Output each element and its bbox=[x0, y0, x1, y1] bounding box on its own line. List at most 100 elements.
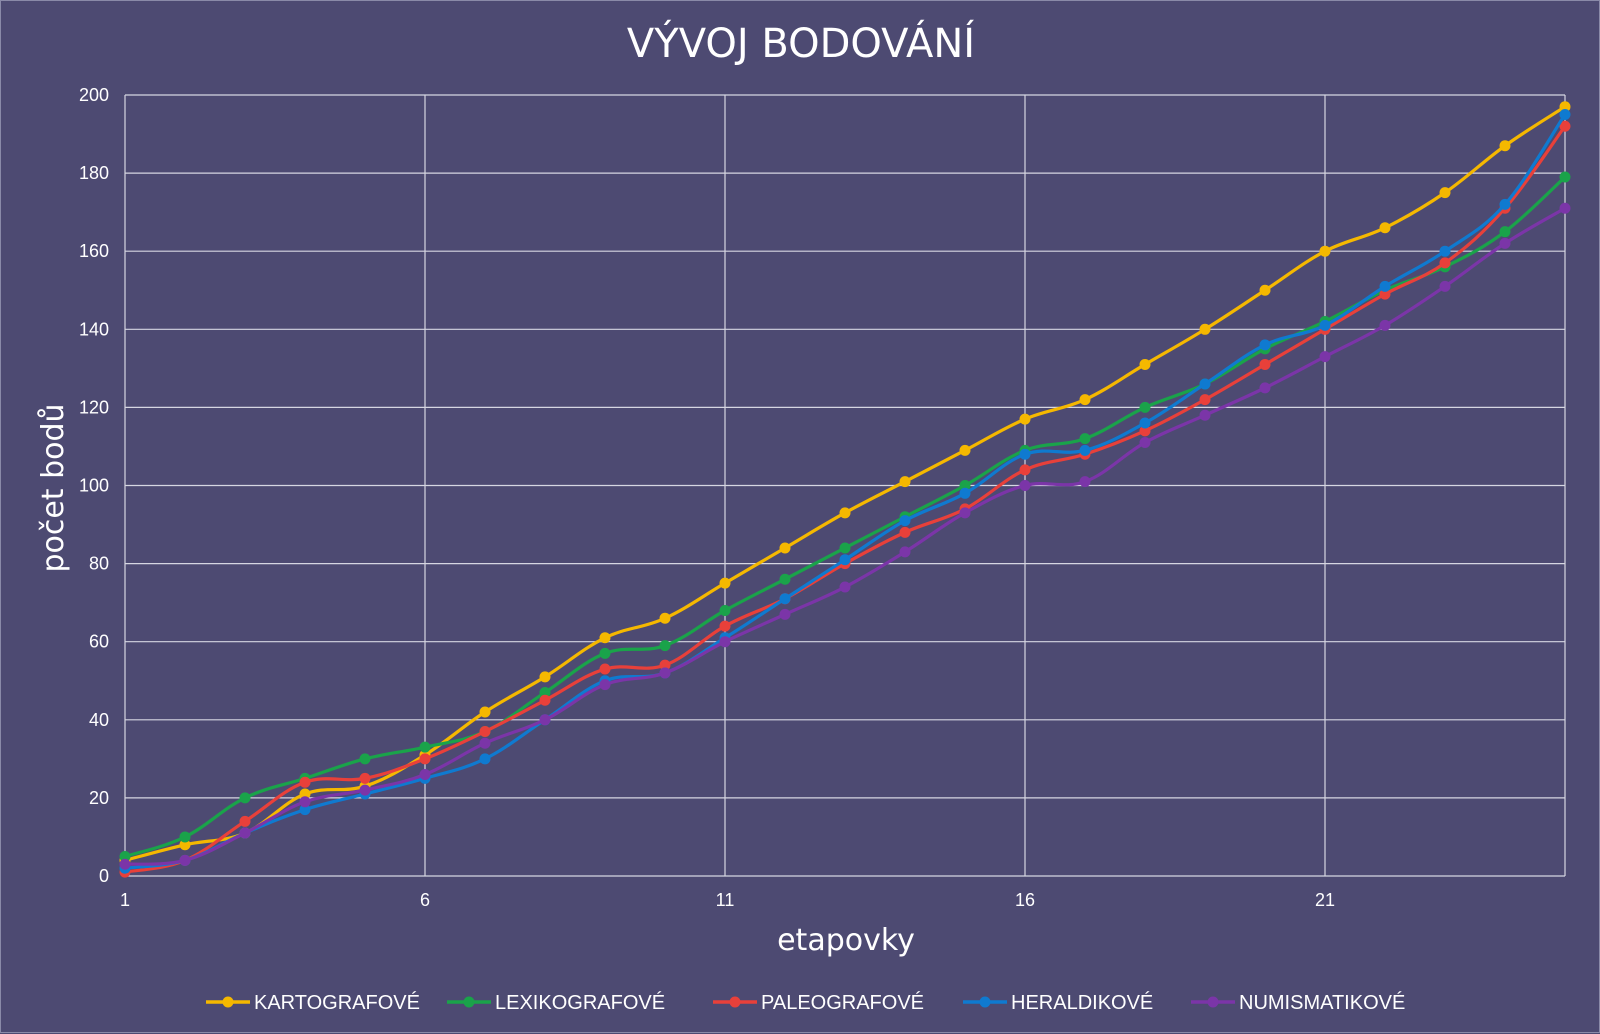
data-point-2-10 bbox=[719, 620, 731, 632]
legend-label-2: PALEOGRAFOVÉ bbox=[761, 991, 924, 1014]
legend-item-1: LEXIKOGRAFOVÉ bbox=[447, 991, 665, 1014]
series-line-2 bbox=[124, 125, 1567, 874]
data-point-1-14 bbox=[959, 480, 971, 491]
y-tick-label-8: 160 bbox=[79, 241, 109, 261]
data-point-4-14 bbox=[959, 507, 971, 519]
data-point-0-6 bbox=[479, 706, 491, 718]
legend-marker-4 bbox=[1207, 996, 1219, 1008]
data-point-3-6 bbox=[479, 753, 491, 765]
y-tick-label-3: 60 bbox=[89, 632, 109, 652]
y-tick-label-10: 200 bbox=[79, 85, 109, 105]
data-point-3-12 bbox=[839, 554, 851, 566]
legend: KARTOGRAFOVÉ LEXIKOGRAFOVÉ PALEOGRAFOVÉ HER… bbox=[206, 991, 1405, 1014]
data-point-4-23 bbox=[1499, 237, 1511, 249]
data-point-2-15 bbox=[1019, 464, 1031, 476]
data-point-1-10 bbox=[719, 604, 731, 616]
data-point-0-9 bbox=[659, 612, 671, 624]
data-point-1-12 bbox=[839, 542, 851, 554]
data-point-4-16 bbox=[1079, 476, 1091, 488]
data-point-2-18 bbox=[1199, 394, 1211, 406]
data-point-0-21 bbox=[1379, 222, 1391, 234]
data-point-1-16 bbox=[1079, 433, 1091, 445]
legend-marker-0 bbox=[222, 996, 234, 1008]
data-point-4-17 bbox=[1139, 437, 1151, 449]
data-point-2-7 bbox=[539, 694, 551, 706]
data-point-0-16 bbox=[1079, 394, 1091, 406]
data-point-4-3 bbox=[299, 796, 311, 808]
data-point-4-2 bbox=[239, 827, 251, 839]
data-point-0-3 bbox=[299, 788, 311, 800]
data-point-2-3 bbox=[299, 776, 311, 788]
data-point-2-19 bbox=[1259, 358, 1271, 370]
data-point-2-24 bbox=[1559, 120, 1571, 132]
data-point-1-1 bbox=[179, 831, 191, 843]
x-tick-label-1: 6 bbox=[420, 890, 430, 910]
data-point-0-24 bbox=[1559, 101, 1571, 113]
x-tick-label-0: 1 bbox=[120, 890, 130, 910]
data-point-0-7 bbox=[539, 671, 551, 683]
data-point-2-4 bbox=[359, 772, 371, 784]
data-point-4-18 bbox=[1199, 409, 1211, 421]
data-point-3-21 bbox=[1379, 280, 1391, 292]
data-point-4-12 bbox=[839, 581, 851, 593]
data-point-1-11 bbox=[779, 573, 791, 585]
legend-item-0: KARTOGRAFOVÉ bbox=[206, 991, 420, 1014]
data-point-1-24 bbox=[1559, 171, 1571, 183]
data-point-2-5 bbox=[419, 753, 431, 765]
data-point-2-8 bbox=[599, 663, 611, 675]
data-point-3-17 bbox=[1139, 417, 1151, 429]
data-point-4-6 bbox=[479, 737, 491, 749]
data-point-4-1 bbox=[179, 854, 191, 866]
data-point-0-10 bbox=[719, 577, 731, 589]
data-point-1-9 bbox=[659, 640, 671, 652]
y-tick-label-7: 140 bbox=[79, 319, 109, 339]
data-point-2-13 bbox=[899, 526, 911, 538]
y-tick-label-2: 40 bbox=[89, 710, 109, 730]
x-tick-label-2: 11 bbox=[716, 890, 735, 910]
data-point-4-20 bbox=[1319, 351, 1331, 363]
data-point-1-0 bbox=[119, 850, 131, 862]
data-point-3-13 bbox=[899, 515, 911, 527]
data-point-0-8 bbox=[599, 632, 611, 644]
series-paleografové bbox=[119, 120, 1571, 878]
data-point-3-18 bbox=[1199, 378, 1211, 390]
y-tick-label-4: 80 bbox=[89, 554, 109, 574]
data-point-1-4 bbox=[359, 753, 371, 765]
data-point-3-22 bbox=[1439, 245, 1451, 257]
grid-layer bbox=[124, 94, 1566, 877]
data-point-4-13 bbox=[899, 546, 911, 558]
data-point-3-23 bbox=[1499, 198, 1511, 210]
data-point-0-14 bbox=[959, 444, 971, 456]
series-line-1 bbox=[124, 175, 1567, 858]
data-point-0-12 bbox=[839, 507, 851, 519]
legend-marker-1 bbox=[463, 996, 475, 1008]
data-point-0-1 bbox=[179, 839, 191, 851]
data-point-4-10 bbox=[719, 636, 731, 648]
data-point-4-24 bbox=[1559, 202, 1571, 214]
data-point-2-17 bbox=[1139, 425, 1151, 437]
legend-marker-3 bbox=[979, 996, 991, 1008]
data-point-3-16 bbox=[1079, 444, 1091, 456]
data-point-3-11 bbox=[779, 593, 791, 605]
data-point-4-7 bbox=[539, 714, 551, 726]
legend-label-1: LEXIKOGRAFOVÉ bbox=[495, 991, 665, 1014]
data-point-4-21 bbox=[1379, 319, 1391, 331]
data-point-2-2 bbox=[239, 815, 251, 827]
legend-label-0: KARTOGRAFOVÉ bbox=[254, 991, 420, 1014]
data-point-4-5 bbox=[419, 768, 431, 780]
series-numismatikové bbox=[119, 202, 1571, 870]
data-point-4-15 bbox=[1019, 480, 1031, 491]
data-point-0-13 bbox=[899, 476, 911, 488]
series-heraldikové bbox=[119, 109, 1571, 874]
legend-item-2: PALEOGRAFOVÉ bbox=[713, 991, 924, 1014]
y-tick-label-6: 120 bbox=[79, 397, 109, 417]
data-point-1-23 bbox=[1499, 226, 1511, 238]
data-point-1-8 bbox=[599, 647, 611, 659]
x-tick-label-4: 21 bbox=[1315, 890, 1335, 910]
data-point-4-4 bbox=[359, 784, 371, 796]
data-point-4-11 bbox=[779, 608, 791, 620]
data-point-3-19 bbox=[1259, 339, 1271, 351]
data-point-0-11 bbox=[779, 542, 791, 554]
